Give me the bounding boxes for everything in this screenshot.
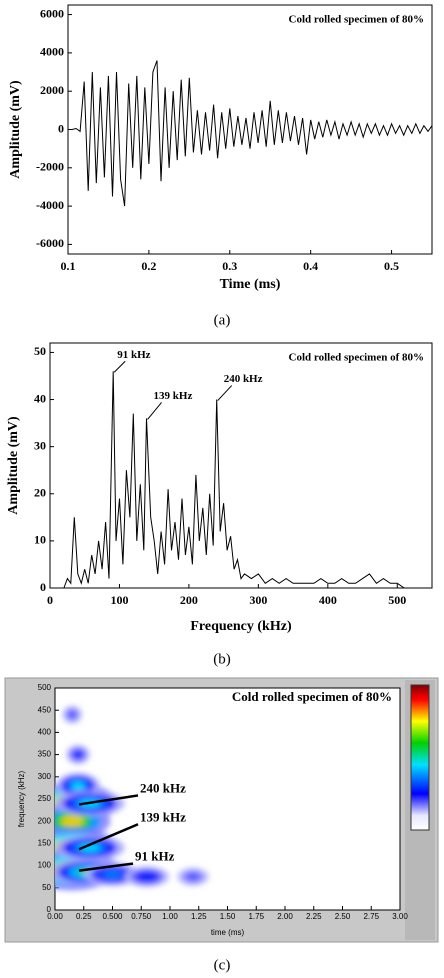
annotation-arrow	[78, 823, 139, 851]
y-axis-label: Amplitude (mV)	[6, 416, 21, 515]
y-tick-label: 6000	[40, 6, 64, 20]
caption: (c)	[214, 957, 231, 973]
heat-blob	[71, 781, 85, 790]
signal-line	[63, 371, 405, 589]
y-axis-label: Amplitude (mV)	[8, 80, 23, 179]
heat-blob	[103, 871, 122, 878]
heat-blob	[140, 873, 154, 880]
y-tick-label: 50	[42, 883, 51, 892]
heat-blob	[60, 815, 84, 827]
signal-line	[68, 60, 433, 207]
y-tick-label: 450	[38, 705, 52, 714]
y-tick-label: -4000	[36, 198, 64, 212]
annotation: 240 kHz	[140, 780, 186, 795]
x-tick-label: 2.75	[363, 912, 379, 921]
annotation-arrow	[78, 862, 134, 872]
x-tick-label: 1.25	[191, 912, 207, 921]
heat-blob	[188, 873, 198, 880]
annotation-arrow	[217, 385, 233, 401]
x-tick-label: 0.25	[76, 912, 92, 921]
annotation: 139 kHz	[140, 809, 186, 824]
x-tick-label: 0.2	[141, 259, 156, 273]
x-tick-label: 2.25	[306, 912, 322, 921]
y-tick-label: 250	[38, 794, 52, 803]
y-tick-label: 200	[38, 816, 52, 825]
y-tick-label: 2000	[40, 83, 64, 97]
y-tick-label: 10	[34, 533, 46, 547]
x-tick-label: 300	[249, 593, 267, 607]
annotation: 91 kHz	[135, 849, 175, 864]
x-axis-label: Frequency (kHz)	[190, 619, 292, 634]
x-tick-label: 100	[110, 593, 128, 607]
x-tick-label: 1.00	[162, 912, 178, 921]
x-tick-label: 0.5	[384, 259, 399, 273]
annotation: 139 kHz	[154, 390, 193, 402]
caption: (a)	[214, 312, 231, 328]
x-tick-label: 200	[180, 593, 198, 607]
x-tick-label: 0.00	[47, 912, 63, 921]
y-tick-label: 400	[38, 728, 52, 737]
x-tick-label: 1.50	[220, 912, 236, 921]
y-tick-label: 4000	[40, 45, 64, 59]
x-tick-label: 2.50	[335, 912, 351, 921]
heat-blob	[69, 711, 76, 718]
y-tick-label: 0	[40, 580, 46, 594]
y-tick-label: 50	[34, 344, 46, 358]
x-tick-label: 1.75	[248, 912, 264, 921]
y-tick-label: 20	[34, 486, 46, 500]
x-axis-label: Time (ms)	[220, 277, 281, 292]
x-axis-label: time (ms)	[211, 928, 245, 937]
y-tick-label: 30	[34, 438, 46, 452]
y-tick-label: -2000	[36, 160, 64, 174]
colorbar	[410, 684, 430, 831]
x-tick-label: 0.750	[131, 912, 152, 921]
heat-blob	[74, 751, 82, 758]
caption: (b)	[213, 651, 231, 667]
y-tick-label: 0	[58, 121, 64, 135]
x-tick-label: 500	[388, 593, 406, 607]
x-tick-label: 0.1	[61, 259, 76, 273]
y-tick-label: 100	[38, 861, 52, 870]
annotation-arrow	[113, 360, 126, 373]
x-tick-label: 0.3	[222, 259, 237, 273]
chart-title: Cold rolled specimen of 80%	[289, 14, 424, 26]
y-tick-label: 40	[34, 391, 46, 405]
x-tick-label: 0.500	[102, 912, 123, 921]
x-tick-label: 3.00	[392, 912, 408, 921]
y-tick-label: 350	[38, 750, 52, 759]
plot-area	[67, 4, 433, 255]
x-tick-label: 400	[319, 593, 337, 607]
annotation-arrow	[147, 402, 162, 420]
y-tick-label: -6000	[36, 236, 64, 250]
annotation: 91 kHz	[117, 349, 150, 361]
x-tick-label: 0	[47, 593, 53, 607]
y-tick-label: 150	[38, 839, 52, 848]
chart-title: Cold rolled specimen of 80%	[289, 352, 424, 364]
heat-layer	[55, 705, 209, 891]
annotation-arrow	[78, 794, 139, 806]
y-tick-label: 500	[38, 683, 52, 692]
x-tick-label: 2.00	[277, 912, 293, 921]
y-tick-label: 0	[47, 905, 52, 914]
y-axis-label: frequency (kHz)	[17, 770, 26, 827]
x-tick-label: 0.4	[303, 259, 318, 273]
annotation: 240 kHz	[224, 373, 263, 385]
y-tick-label: 300	[38, 772, 52, 781]
chart-title: Cold rolled specimen of 80%	[232, 689, 392, 704]
